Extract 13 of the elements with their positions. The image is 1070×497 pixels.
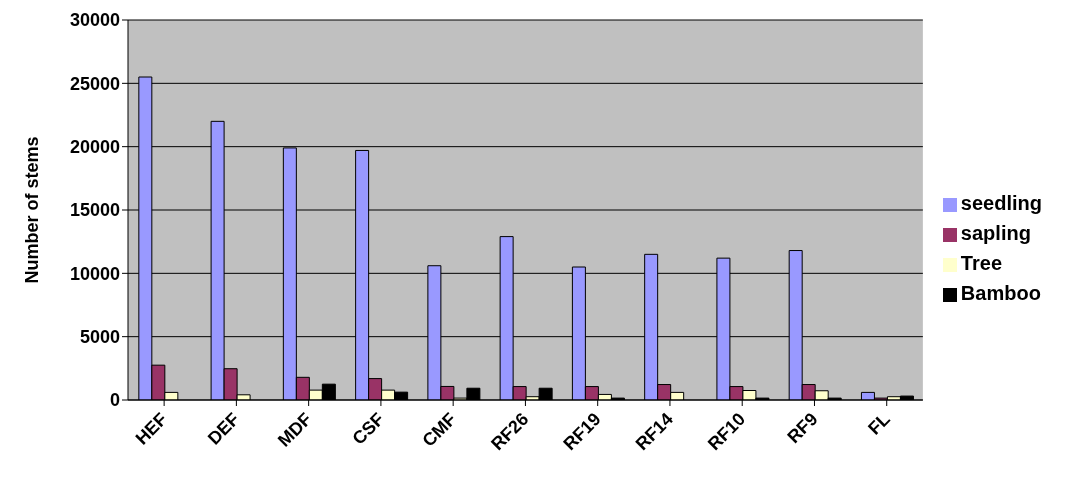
legend-label: Bamboo [960, 282, 1041, 304]
x-tick-label: FL [864, 408, 894, 439]
legend-label: sapling [960, 222, 1031, 244]
y-axis-title: Number of stems [22, 136, 43, 284]
y-tick-label: 15000 [69, 200, 120, 221]
y-tick-label: 10000 [69, 263, 120, 284]
y-tick-label: 0 [109, 390, 120, 411]
y-tick-label: 25000 [69, 73, 120, 94]
y-tick-label: 5000 [79, 327, 120, 348]
y-tick-label: 20000 [69, 137, 120, 158]
legend-label: seedling [960, 192, 1042, 214]
legend-label: Tree [960, 252, 1003, 274]
y-tick-label: 30000 [69, 10, 120, 31]
